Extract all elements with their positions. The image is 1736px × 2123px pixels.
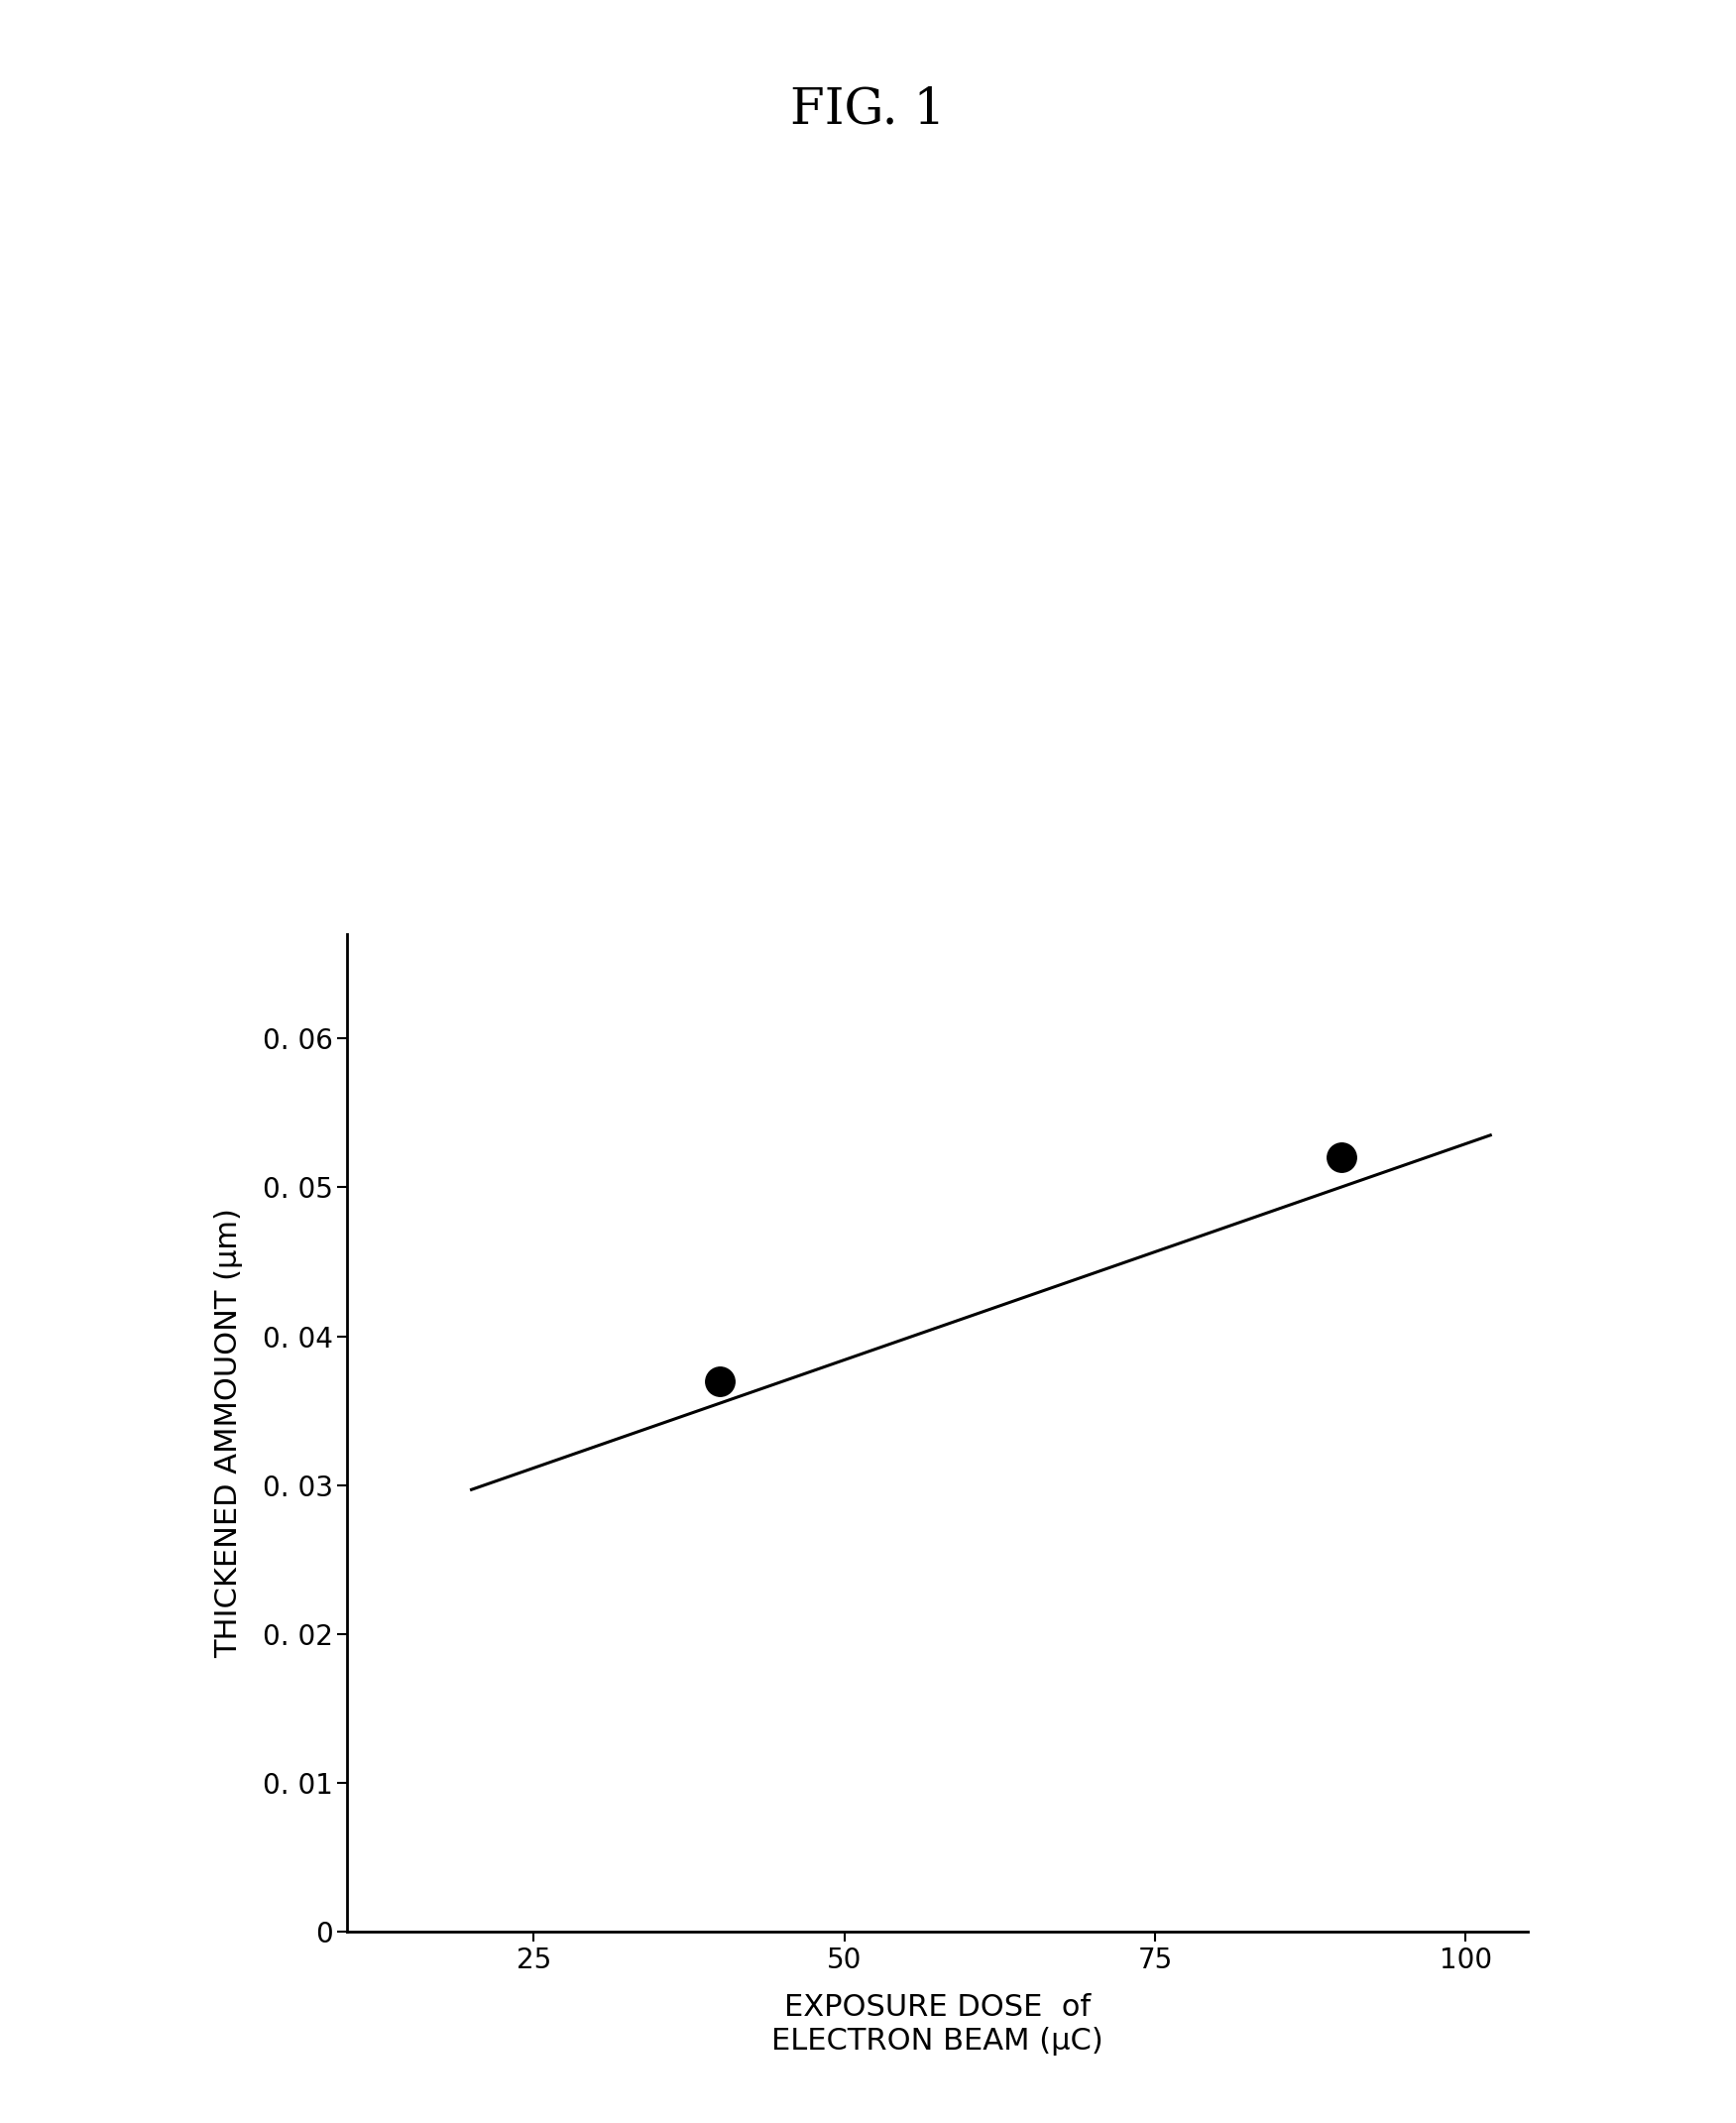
Text: FIG. 1: FIG. 1 (790, 85, 946, 134)
Y-axis label: THICKENED AMMOUONT (μm): THICKENED AMMOUONT (μm) (214, 1208, 243, 1658)
X-axis label: EXPOSURE DOSE  of
ELECTRON BEAM (μC): EXPOSURE DOSE of ELECTRON BEAM (μC) (771, 1993, 1104, 2055)
Point (1328, 1140, 1356, 1174)
Point (707, 1363, 734, 1397)
